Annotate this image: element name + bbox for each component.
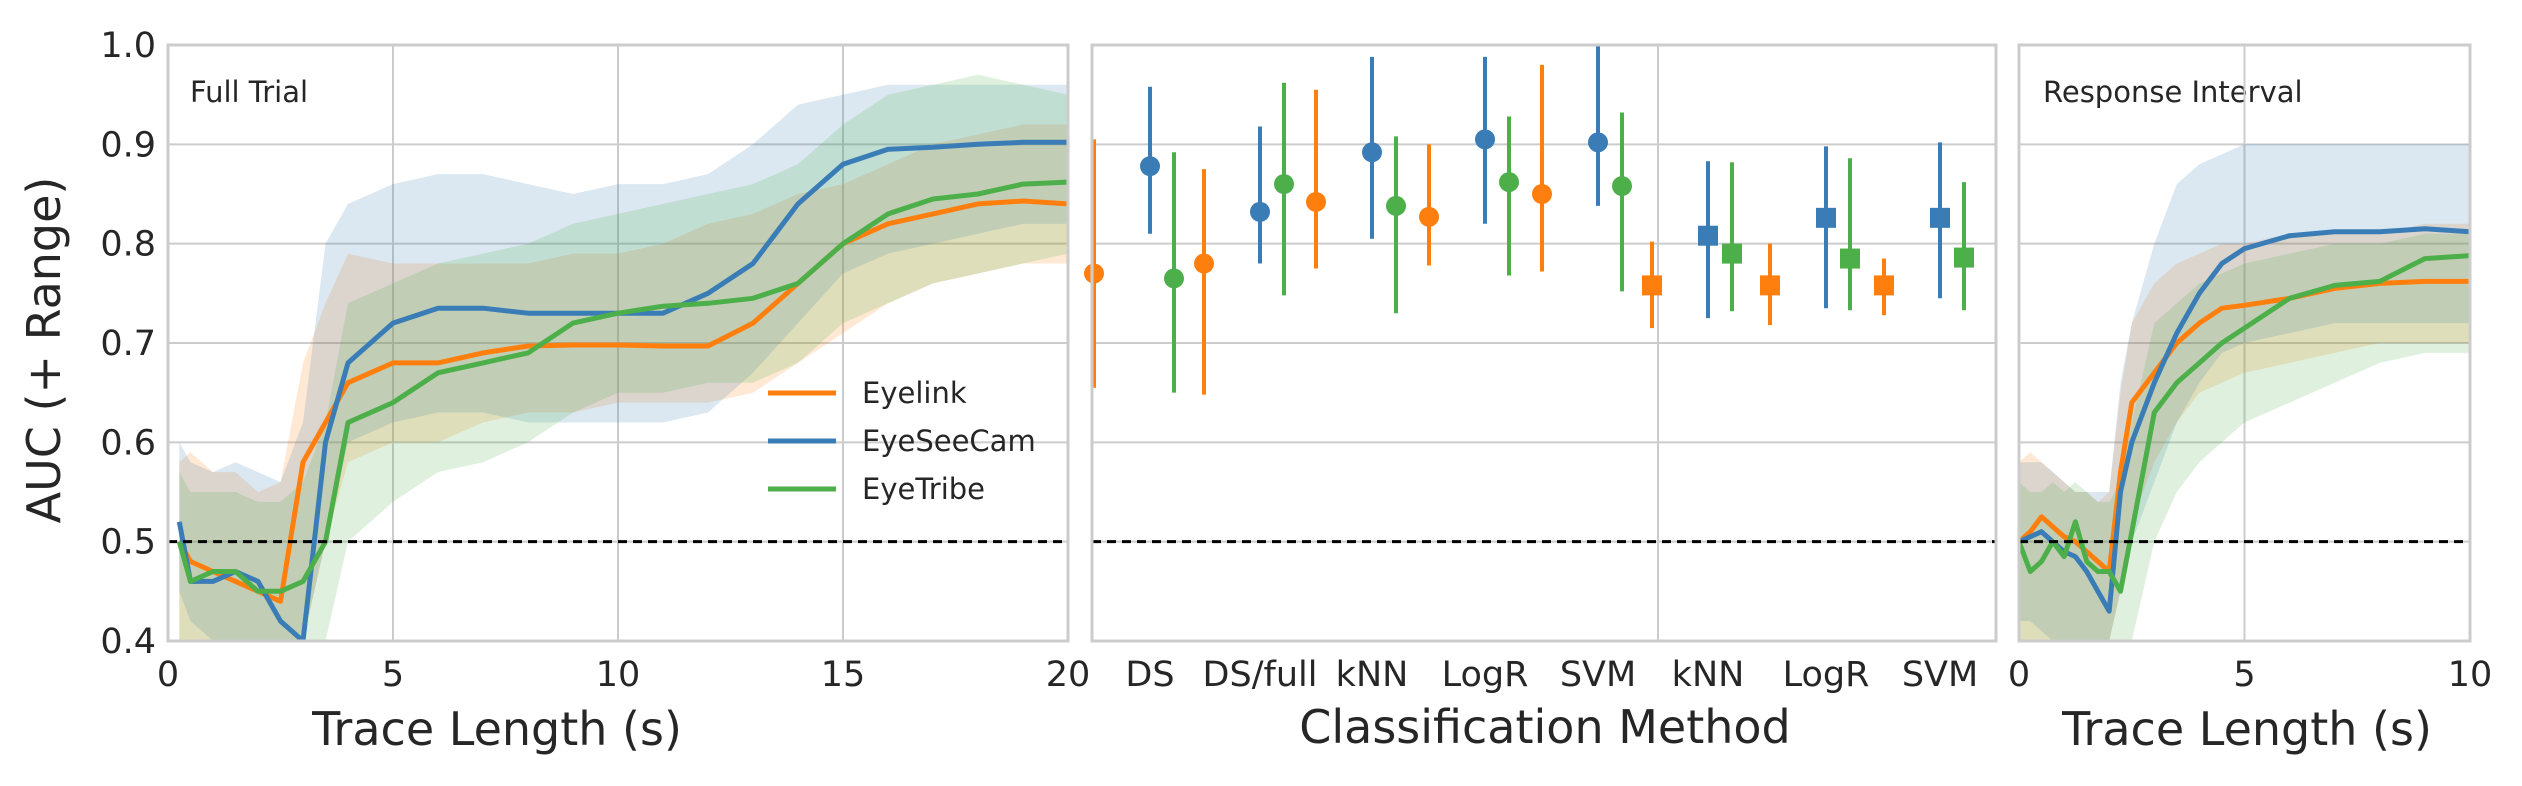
data-point-square bbox=[1722, 243, 1742, 264]
panel-full-trial: Full Trial Trace Length (s) 0.4 0.5 0.6 0.7… bbox=[100, 26, 1090, 756]
range-band-eyeseecam bbox=[179, 84, 1068, 641]
x-axis-label: Trace Length (s) bbox=[311, 702, 682, 756]
panel-classification-method: Classification Method DS DS/full kNN LogR SV… bbox=[1084, 43, 1998, 754]
data-point-circle bbox=[1140, 156, 1160, 177]
data-point-square bbox=[1874, 275, 1894, 296]
data-point-square bbox=[1930, 207, 1950, 228]
axes-frame bbox=[1090, 43, 1998, 643]
series-line-eyetribe bbox=[2019, 253, 2470, 594]
panel-annotation: Full Trial bbox=[190, 75, 308, 109]
data-point-square bbox=[1816, 207, 1836, 228]
y-tick-label: 0.4 bbox=[100, 622, 156, 662]
plot-area bbox=[176, 74, 1068, 641]
category-label: LogR bbox=[1783, 655, 1870, 695]
panel-response-interval: Response Interval Trace Length (s) 0 5 10 bbox=[2008, 43, 2493, 756]
data-point-circle bbox=[1532, 184, 1552, 204]
x-tick-label: 10 bbox=[2448, 655, 2493, 695]
data-point-circle bbox=[1194, 253, 1214, 274]
y-tick-label: 0.5 bbox=[100, 523, 156, 563]
range-band-eyelink bbox=[179, 124, 1068, 641]
category-label: LogR bbox=[1442, 655, 1529, 695]
data-point-square bbox=[1642, 275, 1662, 296]
series-line-eyeseecam bbox=[176, 139, 1068, 641]
data-point-circle bbox=[1612, 176, 1632, 197]
x-tick-label: 5 bbox=[382, 655, 404, 695]
axes-frame bbox=[2017, 43, 2472, 643]
panel-annotation: Response Interval bbox=[2043, 75, 2303, 109]
data-point-square bbox=[1840, 248, 1860, 269]
x-tick-label: 15 bbox=[821, 655, 866, 695]
data-point-circle bbox=[1419, 206, 1439, 227]
y-tick-label: 0.7 bbox=[100, 324, 156, 364]
legend-label: Eyelink bbox=[862, 376, 967, 410]
legend: Eyelink EyeSeeCam EyeTribe bbox=[768, 376, 1036, 506]
category-label: DS/full bbox=[1203, 655, 1318, 695]
y-axis-label: AUC (+ Range) bbox=[17, 177, 71, 524]
axes-frame bbox=[166, 43, 1070, 643]
series-line-eyetribe bbox=[176, 179, 1068, 594]
data-point-circle bbox=[1362, 142, 1382, 163]
legend-label: EyeSeeCam bbox=[862, 424, 1036, 458]
data-point-circle bbox=[1499, 172, 1519, 193]
category-label: DS bbox=[1125, 655, 1174, 695]
data-point-circle bbox=[1164, 268, 1184, 289]
x-tick-label: 20 bbox=[1046, 655, 1091, 695]
y-tick-label: 0.6 bbox=[100, 423, 156, 463]
y-tick-label: 1.0 bbox=[100, 26, 156, 66]
y-tick-label: 0.8 bbox=[100, 225, 156, 265]
range-band-eyetribe bbox=[179, 74, 1068, 641]
data-point-square bbox=[1698, 225, 1718, 246]
data-point-circle bbox=[1588, 132, 1608, 153]
legend-label: EyeTribe bbox=[862, 472, 985, 506]
data-point-square bbox=[1954, 247, 1974, 268]
data-point-circle bbox=[1386, 195, 1406, 216]
category-label: kNN bbox=[1336, 655, 1409, 695]
x-tick-label: 5 bbox=[2233, 655, 2255, 695]
category-label: SVM bbox=[1560, 655, 1636, 695]
range-band-eyelink bbox=[2019, 223, 2470, 641]
category-label: kNN bbox=[1672, 655, 1745, 695]
data-point-circle bbox=[1306, 191, 1326, 212]
plot-area bbox=[2019, 144, 2470, 641]
data-point-square bbox=[1760, 275, 1780, 296]
range-band-eyeseecam bbox=[2019, 144, 2470, 641]
data-point-circle bbox=[1274, 174, 1294, 195]
data-point-circle bbox=[1250, 201, 1270, 222]
data-point-circle bbox=[1475, 129, 1495, 150]
x-tick-label: 0 bbox=[2008, 655, 2030, 695]
y-tick-label: 0.9 bbox=[100, 125, 156, 165]
x-tick-label: 0 bbox=[157, 655, 179, 695]
data-point-circle bbox=[1084, 263, 1104, 284]
x-tick-label: 10 bbox=[596, 655, 641, 695]
x-axis-label: Trace Length (s) bbox=[2061, 702, 2432, 756]
x-axis-label: Classification Method bbox=[1299, 700, 1791, 754]
category-label: SVM bbox=[1902, 655, 1978, 695]
